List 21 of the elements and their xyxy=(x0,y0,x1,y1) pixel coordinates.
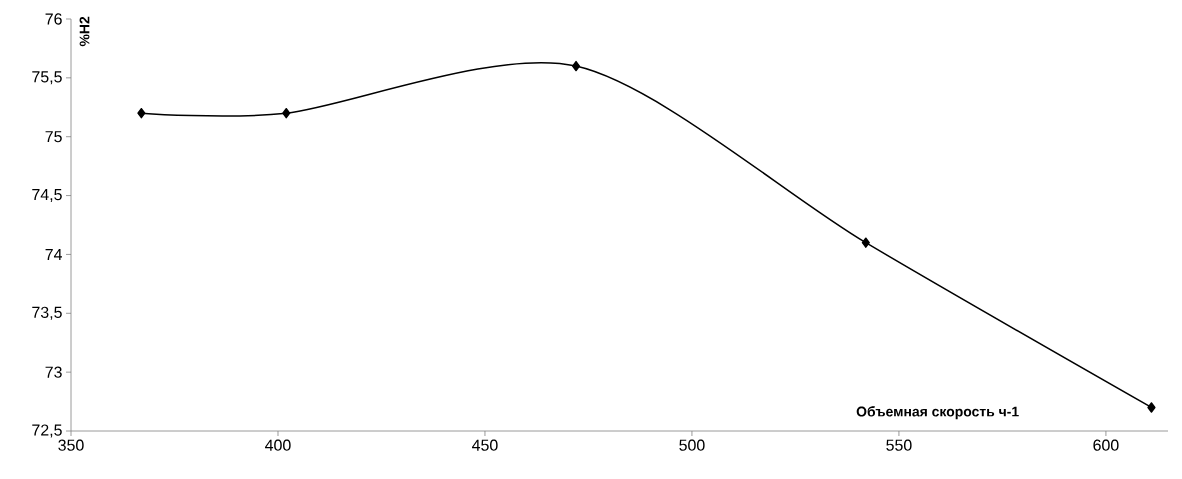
x-tick-label: 550 xyxy=(886,439,912,451)
x-tick-label: 350 xyxy=(58,439,84,451)
point xyxy=(137,107,146,119)
x-tick-label: 500 xyxy=(679,439,705,451)
y-tick-label: 76 xyxy=(45,13,62,25)
point xyxy=(1147,402,1156,413)
y-tick-label: 73 xyxy=(45,366,62,378)
point xyxy=(861,237,870,248)
y-tick-label: 72,5 xyxy=(32,424,62,438)
x-tick-label: 600 xyxy=(1093,439,1119,451)
point xyxy=(282,107,291,119)
x-axis-title: Объемная скорость ч-1 xyxy=(856,406,1019,420)
y-tick-label: 73,5 xyxy=(32,306,62,320)
y-axis-title: %H2 xyxy=(79,16,90,47)
y-tick-label: 74,5 xyxy=(32,189,62,203)
y-tick-label: 74 xyxy=(45,248,62,260)
x-tick-label: 400 xyxy=(265,439,291,451)
x-tick-label: 450 xyxy=(472,439,498,451)
y-tick-label: 75 xyxy=(45,131,62,143)
y-tick-label: 75,5 xyxy=(32,71,62,85)
point xyxy=(571,60,581,72)
